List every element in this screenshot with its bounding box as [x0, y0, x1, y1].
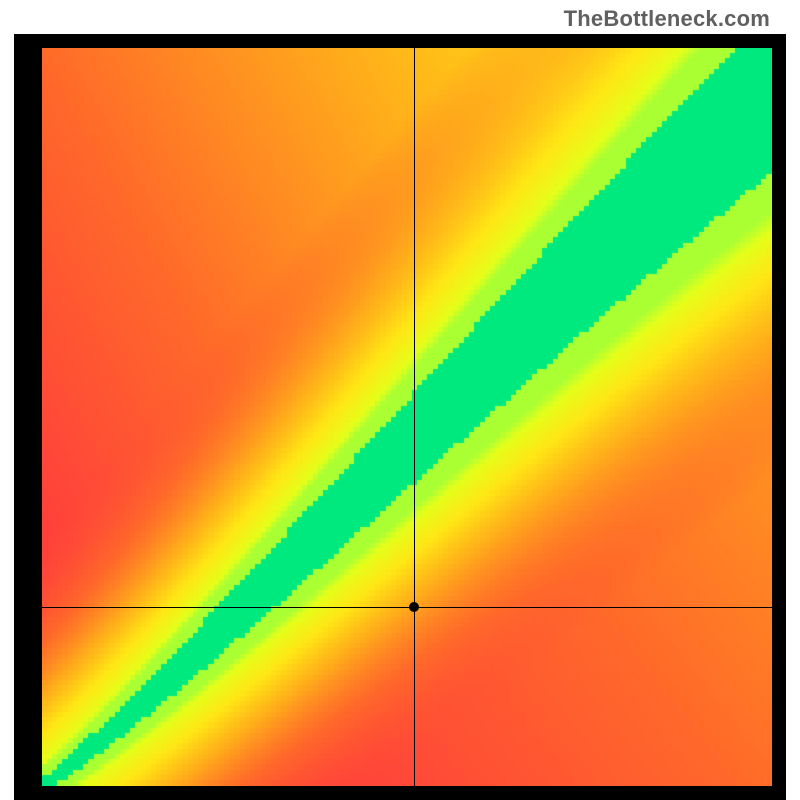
chart-container: TheBottleneck.com — [0, 0, 800, 800]
heatmap-canvas — [42, 48, 772, 786]
crosshair-vertical — [414, 48, 415, 786]
watermark-text: TheBottleneck.com — [564, 6, 770, 32]
crosshair-horizontal — [42, 607, 772, 608]
